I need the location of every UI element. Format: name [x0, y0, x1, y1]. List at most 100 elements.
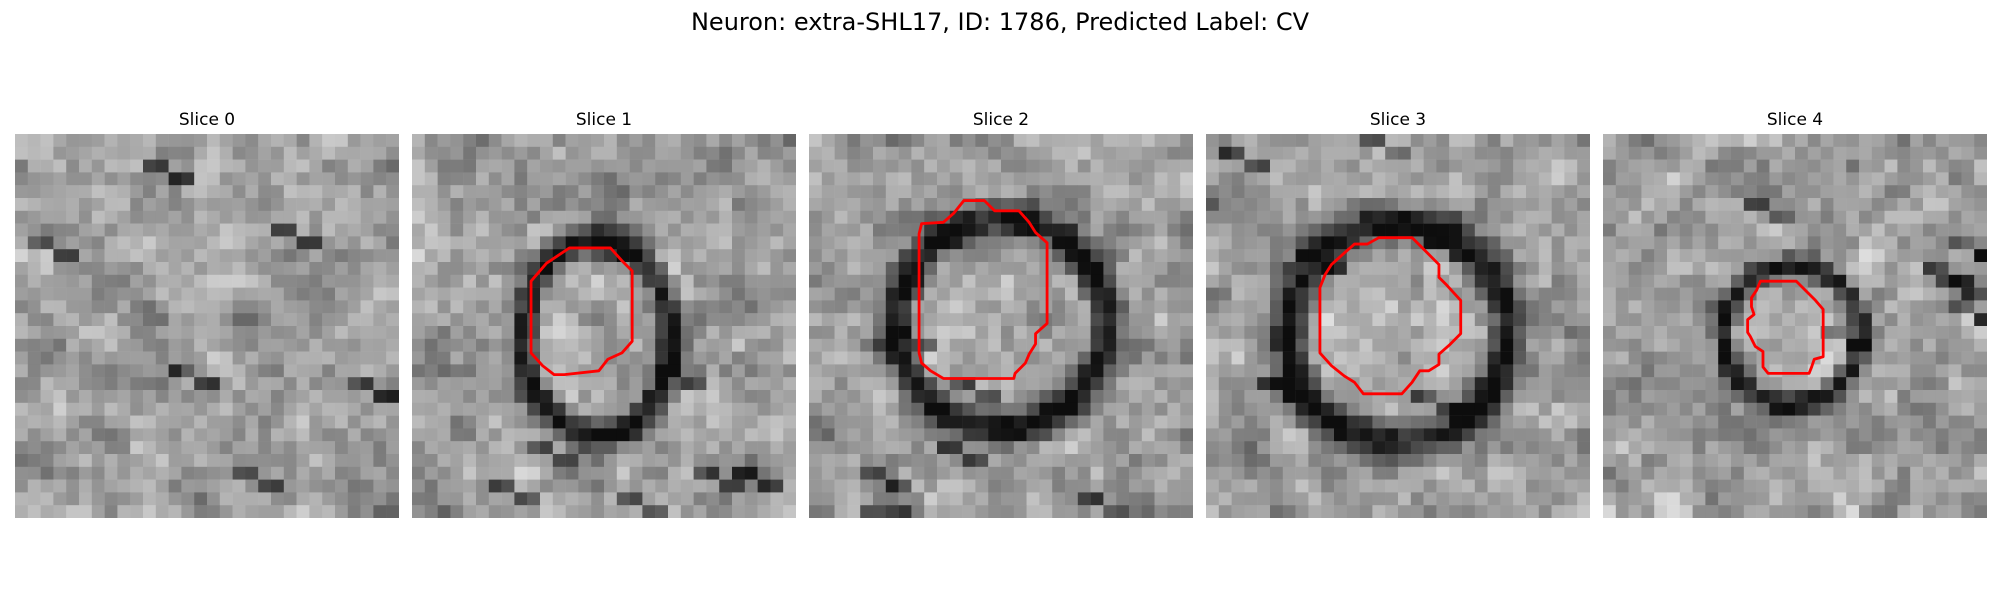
pixel: [1410, 146, 1424, 160]
pixel: [1295, 274, 1309, 288]
pixel: [604, 185, 618, 199]
pixel: [1654, 262, 1668, 276]
pixel: [1859, 287, 1873, 301]
pixel: [1935, 210, 1949, 224]
pixel: [655, 223, 669, 237]
pixel: [834, 441, 848, 455]
pixel: [1961, 402, 1975, 416]
pixel: [911, 185, 925, 199]
pixel: [386, 210, 399, 224]
pixel: [1513, 313, 1527, 327]
pixel: [1884, 223, 1898, 237]
pixel: [642, 454, 656, 468]
pixel: [949, 313, 963, 327]
pixel: [1180, 198, 1193, 212]
pixel: [1935, 262, 1949, 276]
pixel: [1449, 146, 1463, 160]
pixel: [1001, 454, 1015, 468]
pixel: [514, 454, 528, 468]
pixel: [514, 185, 528, 199]
pixel: [783, 454, 796, 468]
pixel: [1910, 236, 1924, 250]
pixel: [283, 223, 297, 237]
pixel: [834, 364, 848, 378]
pixel: [1116, 351, 1130, 365]
pixel: [1513, 210, 1527, 224]
pixel: [898, 402, 912, 416]
pixel: [219, 338, 233, 352]
pixel: [757, 223, 771, 237]
pixel: [463, 415, 477, 429]
pixel: [91, 159, 105, 173]
pixel: [732, 134, 746, 148]
pixel: [1564, 198, 1578, 212]
pixel: [693, 134, 707, 148]
pixel: [1756, 441, 1770, 455]
pixel: [386, 236, 399, 250]
pixel: [15, 134, 29, 148]
pixel: [1513, 505, 1527, 518]
pixel: [143, 441, 157, 455]
pixel: [309, 492, 323, 506]
pixel: [1077, 338, 1091, 352]
pixel: [1026, 159, 1040, 173]
pixel: [1346, 454, 1360, 468]
pixel: [155, 402, 169, 416]
pixel: [1782, 262, 1796, 276]
pixel: [1180, 287, 1193, 301]
pixel: [821, 390, 835, 404]
pixel: [66, 159, 80, 173]
pixel: [27, 326, 41, 340]
pixel: [155, 364, 169, 378]
pixel: [962, 223, 976, 237]
pixel: [1167, 159, 1181, 173]
pixel: [373, 249, 387, 263]
pixel: [181, 338, 195, 352]
pixel: [540, 185, 554, 199]
pixel: [898, 454, 912, 468]
pixel: [629, 146, 643, 160]
pixel: [53, 300, 67, 314]
pixel: [1705, 236, 1719, 250]
pixel: [527, 134, 541, 148]
pixel: [1769, 505, 1783, 518]
pixel: [949, 351, 963, 365]
pixel: [1116, 390, 1130, 404]
pixel: [821, 492, 835, 506]
pixel: [821, 338, 835, 352]
pixel: [1244, 159, 1258, 173]
pixel: [591, 313, 605, 327]
pixel: [514, 210, 528, 224]
pixel: [1487, 466, 1501, 480]
pixel: [104, 287, 118, 301]
pixel: [1807, 313, 1821, 327]
pixel: [1718, 326, 1732, 340]
pixel: [1935, 364, 1949, 378]
pixel: [1257, 274, 1271, 288]
pixel: [1513, 428, 1527, 442]
pixel: [1833, 454, 1847, 468]
pixel: [1359, 415, 1373, 429]
pixel: [1615, 210, 1629, 224]
pixel: [1961, 300, 1975, 314]
pixel: [1667, 236, 1681, 250]
pixel: [245, 479, 259, 493]
pixel: [1551, 390, 1565, 404]
pixel: [1218, 159, 1232, 173]
pixel: [1679, 287, 1693, 301]
pixel: [1628, 172, 1642, 186]
pixel: [450, 223, 464, 237]
pixel: [1013, 287, 1027, 301]
pixel: [1961, 364, 1975, 378]
pixel: [1871, 351, 1885, 365]
pixel: [514, 428, 528, 442]
pixel: [1359, 185, 1373, 199]
pixel: [437, 441, 451, 455]
pixel: [783, 390, 796, 404]
pixel: [732, 351, 746, 365]
pixel: [1065, 210, 1079, 224]
pixel: [373, 402, 387, 416]
pixel: [809, 236, 823, 250]
pixel: [219, 390, 233, 404]
pixel: [873, 223, 887, 237]
